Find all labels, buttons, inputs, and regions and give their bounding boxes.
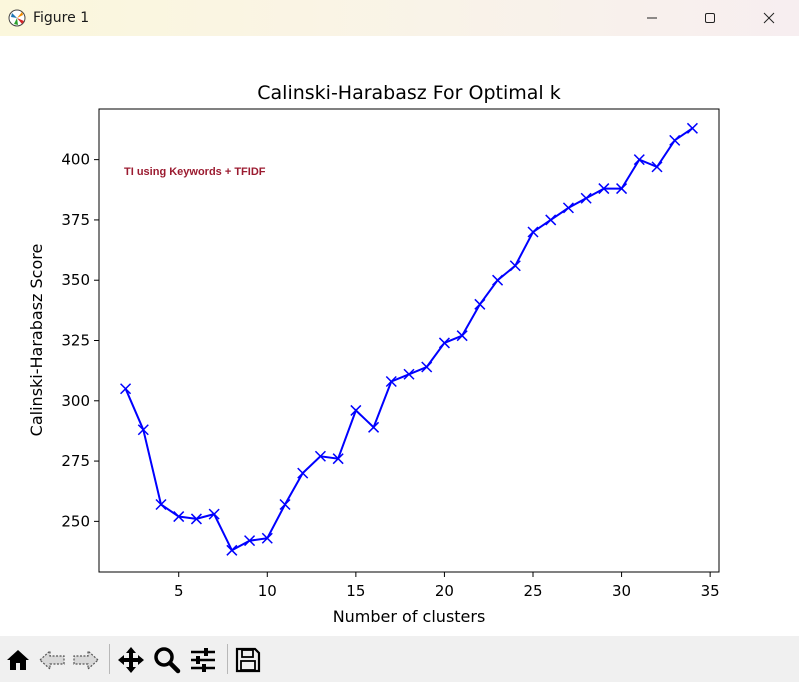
x-axis-label: Number of clusters: [333, 607, 486, 626]
figure-canvas[interactable]: Calinski-Harabasz For Optimal k 5 10 15 20 2…: [0, 36, 799, 636]
configure-subplots-icon: [191, 648, 215, 672]
data-point-marker: [403, 368, 415, 380]
y-axis: 250 275 300 325 350 375 400: [61, 151, 99, 530]
chart-annotation: TI using Keywords + TFIDF: [124, 166, 266, 178]
matplotlib-logo-icon: [8, 9, 26, 27]
data-point-marker: [545, 214, 557, 226]
pan-button[interactable]: [117, 646, 145, 674]
y-tick-label: 400: [61, 151, 90, 169]
data-point-marker: [562, 202, 574, 214]
data-point-marker: [474, 298, 486, 310]
data-point-marker: [385, 375, 397, 388]
maximize-icon: [705, 13, 715, 23]
data-point-marker: [350, 404, 362, 416]
data-point-marker: [669, 134, 681, 146]
data-point-marker: [261, 532, 273, 544]
data-point-marker: [208, 508, 220, 520]
save-icon: [235, 647, 261, 673]
data-point-marker: [279, 498, 291, 511]
data-point-marker: [137, 424, 149, 436]
back-icon: [39, 649, 65, 671]
line-chart: Calinski-Harabasz For Optimal k 5 10 15 20 2…: [27, 82, 720, 626]
series-markers: [120, 122, 698, 556]
maximize-button[interactable]: [681, 0, 739, 36]
chart-title: Calinski-Harabasz For Optimal k: [257, 82, 561, 104]
data-point-marker: [651, 161, 663, 173]
configure-subplots-button[interactable]: [189, 646, 217, 674]
y-tick-label: 325: [61, 332, 90, 350]
y-tick-label: 250: [61, 512, 90, 530]
data-point-marker: [368, 421, 380, 433]
data-point-marker: [509, 260, 521, 272]
home-icon: [7, 650, 29, 670]
data-point-marker: [244, 535, 256, 547]
back-button[interactable]: [38, 646, 66, 674]
x-tick-label: 5: [174, 582, 184, 600]
y-tick-label: 300: [61, 392, 90, 410]
save-button[interactable]: [234, 646, 262, 674]
axes-frame: [98, 108, 720, 573]
zoom-icon: [154, 647, 181, 674]
forward-icon: [73, 649, 99, 671]
navigation-toolbar: [0, 636, 799, 682]
data-point-marker: [332, 453, 344, 465]
x-tick-label: 30: [612, 582, 631, 600]
data-point-marker: [598, 183, 610, 195]
data-point-marker: [527, 226, 539, 238]
data-point-marker: [226, 544, 238, 556]
y-tick-label: 350: [61, 271, 90, 289]
window-title: Figure 1: [33, 10, 90, 26]
close-button[interactable]: [740, 0, 798, 36]
pan-icon: [118, 647, 144, 673]
data-point-marker: [120, 383, 132, 395]
forward-button[interactable]: [72, 646, 100, 674]
data-point-marker: [190, 513, 202, 525]
data-point-marker: [492, 274, 504, 286]
data-point-marker: [438, 337, 450, 349]
data-point-marker: [314, 450, 326, 462]
y-tick-label: 275: [61, 452, 90, 470]
data-point-marker: [297, 467, 309, 479]
title-bar: Figure 1: [0, 0, 799, 36]
minimize-button[interactable]: [623, 0, 681, 36]
x-tick-label: 35: [701, 582, 720, 600]
data-point-marker: [580, 192, 592, 204]
data-point-marker: [155, 498, 167, 511]
y-axis-label: Calinski-Harabasz Score: [27, 244, 46, 437]
data-point-marker: [173, 511, 185, 523]
x-tick-label: 10: [258, 582, 277, 600]
home-button[interactable]: [4, 646, 32, 674]
data-point-marker: [421, 361, 433, 373]
data-point-marker: [616, 183, 628, 195]
y-tick-label: 375: [61, 211, 90, 229]
data-point-marker: [686, 122, 698, 134]
x-tick-label: 15: [346, 582, 365, 600]
zoom-button[interactable]: [153, 646, 181, 674]
toolbar-separator: [109, 644, 110, 674]
data-point-marker: [456, 330, 468, 342]
minimize-icon: [647, 17, 657, 19]
close-icon: [763, 12, 775, 24]
x-axis: 5 10 15 20 25 30 35: [174, 572, 720, 600]
data-point-marker: [633, 154, 645, 166]
x-tick-label: 20: [435, 582, 454, 600]
toolbar-separator: [227, 644, 228, 674]
x-tick-label: 25: [523, 582, 542, 600]
